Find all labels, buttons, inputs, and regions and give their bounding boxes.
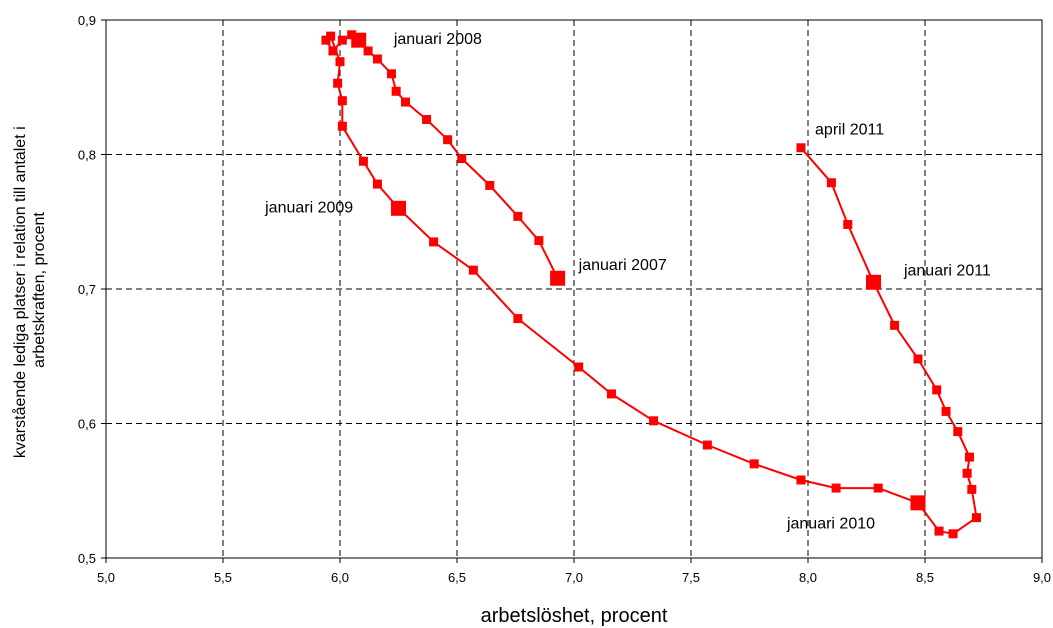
data-point <box>337 96 347 106</box>
highlighted-point <box>391 200 406 216</box>
data-point <box>363 46 373 56</box>
data-point <box>574 362 584 372</box>
data-point <box>326 31 336 41</box>
data-point <box>749 459 759 469</box>
data-point <box>513 211 523 221</box>
x-tick-label: 8,0 <box>799 570 817 585</box>
x-tick-label: 7,5 <box>682 570 700 585</box>
y-axis-title-line-2: arbetskraften, procent <box>31 212 48 368</box>
data-point <box>485 180 495 190</box>
data-point <box>534 236 544 246</box>
data-point <box>967 484 977 494</box>
x-tick-label: 7,0 <box>565 570 583 585</box>
annotations: januari 2008 januari 2009 januari 2007 apri… <box>264 31 991 532</box>
y-tick-label: 0,6 <box>78 417 96 432</box>
y-axis-title-line-1: kvarstående lediga platser i relation ti… <box>11 126 29 458</box>
data-point <box>422 115 432 125</box>
data-point <box>964 452 974 462</box>
y-tick-label: 0,8 <box>78 148 96 163</box>
data-point <box>386 69 396 79</box>
x-tick-label: 6,0 <box>331 570 349 585</box>
x-tick-label: 6,5 <box>448 570 466 585</box>
axis-ticks: 5,0 5,5 6,0 6,5 7,0 7,5 8,0 8,5 9,0 0,5 0,6 0,7 0,8 0… <box>78 13 1051 585</box>
data-point <box>971 513 981 523</box>
annotation-label: januari 2008 <box>393 31 482 48</box>
data-point <box>468 265 478 275</box>
data-point <box>372 179 382 189</box>
y-axis-title: kvarstående lediga platser i relation ti… <box>11 122 48 458</box>
annotation-label: januari 2009 <box>264 199 353 216</box>
data-point <box>328 46 338 56</box>
data-point <box>337 121 347 131</box>
data-point <box>358 156 368 166</box>
data-point <box>934 526 944 536</box>
data-point <box>401 97 411 107</box>
data-point <box>457 154 467 164</box>
annotation-label: januari 2011 <box>903 263 991 280</box>
data-point <box>649 416 659 426</box>
data-point <box>606 389 616 399</box>
data-point <box>932 385 942 395</box>
highlighted-point <box>866 274 882 290</box>
highlighted-point <box>910 495 926 511</box>
gridlines <box>106 20 1042 558</box>
data-point <box>941 406 951 416</box>
data-point <box>321 35 331 45</box>
data-series <box>321 30 981 539</box>
data-point <box>337 35 347 45</box>
x-axis-title: arbetslöshet, procent <box>481 605 668 627</box>
annotation-label: januari 2010 <box>786 515 875 532</box>
data-point <box>513 314 523 324</box>
data-point <box>333 78 343 88</box>
data-point <box>953 427 963 437</box>
highlighted-point <box>550 270 566 286</box>
data-point <box>948 529 958 539</box>
data-point <box>702 440 712 450</box>
x-tick-label: 8,5 <box>916 570 934 585</box>
highlighted-point <box>351 32 367 48</box>
data-point <box>796 143 806 153</box>
data-point <box>962 468 972 478</box>
annotation-label: januari 2007 <box>578 257 667 274</box>
data-point <box>831 483 841 493</box>
series-line <box>325 33 978 535</box>
x-tick-label: 5,5 <box>214 570 232 585</box>
data-point <box>429 237 439 247</box>
data-point <box>335 57 345 67</box>
y-tick-label: 0,7 <box>78 282 96 297</box>
data-point <box>443 135 453 145</box>
data-point <box>826 178 836 188</box>
y-tick-label: 0,5 <box>78 551 96 566</box>
data-point <box>372 54 382 64</box>
data-point <box>796 475 806 485</box>
x-tick-label: 9,0 <box>1033 570 1051 585</box>
data-point <box>391 86 401 96</box>
data-point <box>873 483 883 493</box>
annotation-label: april 2011 <box>815 121 884 138</box>
y-tick-label: 0,9 <box>78 13 96 28</box>
x-tick-label: 5,0 <box>97 570 115 585</box>
data-point <box>843 219 853 229</box>
data-point <box>913 354 923 364</box>
data-point <box>890 320 900 330</box>
